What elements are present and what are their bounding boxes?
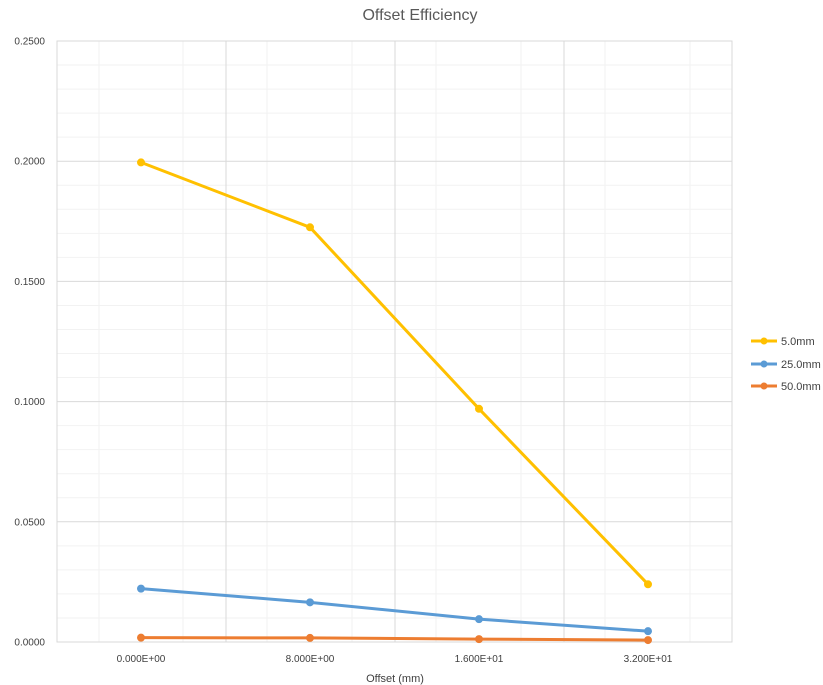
- legend-label: 50.0mm: [781, 381, 821, 393]
- legend-swatch-marker: [760, 360, 768, 368]
- legend-item-50.0mm[interactable]: 50.0mm: [751, 381, 821, 393]
- y-tick-label: 0.1000: [14, 397, 45, 408]
- plot-area-border: [56, 40, 733, 643]
- legend-swatch-marker: [760, 382, 768, 390]
- series-25.0mm: [137, 584, 652, 636]
- chart-title: Offset Efficiency: [362, 7, 477, 24]
- y-tick-label: 0.0500: [14, 517, 45, 528]
- x-axis-title: Offset (mm): [366, 673, 424, 685]
- data-point[interactable]: [137, 584, 145, 593]
- data-point[interactable]: [475, 635, 483, 644]
- data-point[interactable]: [306, 598, 314, 607]
- series-line: [139, 587, 650, 633]
- legend-swatch-marker: [760, 337, 768, 345]
- data-point[interactable]: [644, 636, 652, 645]
- y-tick-label: 0.2000: [14, 157, 45, 168]
- x-axis-ticks: 0.000E+00 8.000E+00 1.600E+01 3.200E+01: [117, 654, 673, 665]
- legend[interactable]: 5.0mm 25.0mm 50.0mm: [751, 336, 821, 393]
- data-point[interactable]: [306, 223, 314, 232]
- x-tick-label: 8.000E+00: [286, 654, 335, 665]
- series-line: [139, 160, 650, 586]
- series-group: [137, 158, 652, 645]
- data-point[interactable]: [306, 633, 314, 642]
- data-point[interactable]: [644, 580, 652, 589]
- y-tick-label: 0.2500: [14, 37, 45, 48]
- data-point[interactable]: [644, 627, 652, 636]
- series-line: [139, 636, 650, 642]
- legend-label: 5.0mm: [781, 336, 815, 348]
- series-5.0mm: [137, 158, 652, 589]
- legend-item-5.0mm[interactable]: 5.0mm: [751, 336, 815, 348]
- data-point[interactable]: [137, 158, 145, 167]
- data-point[interactable]: [475, 615, 483, 624]
- data-point[interactable]: [137, 633, 145, 642]
- x-tick-label: 1.600E+01: [455, 654, 504, 665]
- y-tick-label: 0.1500: [14, 277, 45, 288]
- y-tick-label: 0.0000: [14, 638, 45, 649]
- x-tick-label: 0.000E+00: [117, 654, 166, 665]
- series-50.0mm: [137, 633, 652, 645]
- legend-item-25.0mm[interactable]: 25.0mm: [751, 359, 821, 371]
- data-point[interactable]: [475, 404, 483, 413]
- y-axis-ticks: 0.0000 0.0500 0.1000 0.1500 0.2000 0.2500: [14, 37, 45, 649]
- x-tick-label: 3.200E+01: [624, 654, 673, 665]
- major-gridlines: [57, 41, 732, 642]
- legend-label: 25.0mm: [781, 359, 821, 371]
